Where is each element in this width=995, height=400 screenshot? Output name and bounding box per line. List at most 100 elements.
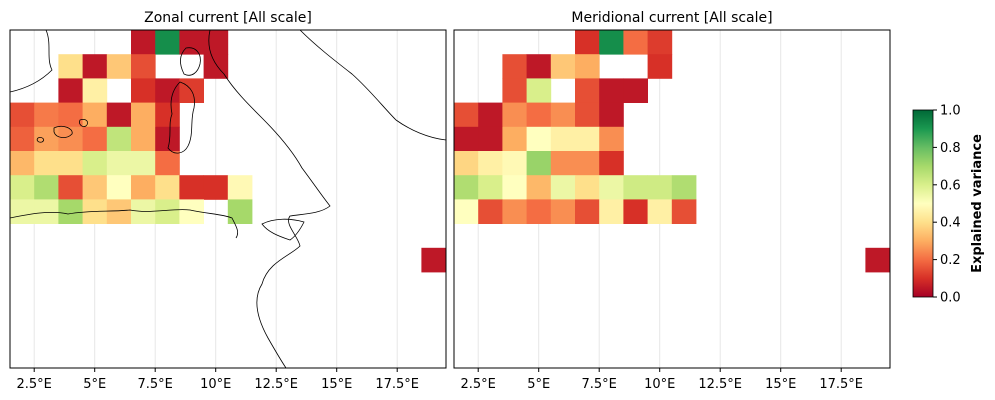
heatmap-cell [106, 199, 132, 224]
x-ticks-meridional: 2.5°E 5°E 7.5°E 10°E 12.5°E 15°E 17.5°E [461, 368, 863, 392]
heatmap-cell [502, 151, 527, 176]
heatmap-cell [550, 102, 576, 128]
heatmap-cell [58, 78, 83, 103]
heatmap-cell [155, 199, 180, 224]
heatmap-cell [599, 78, 624, 103]
heatmap-cell [10, 151, 35, 176]
heatmap-cell [550, 126, 576, 152]
heatmap-cell [623, 199, 648, 224]
colorbar-tick-label: 0.2 [940, 253, 961, 268]
heatmap-cell [131, 78, 156, 103]
heatmap-cell [10, 175, 35, 200]
heatmap-cell [526, 199, 552, 224]
colorbar: 0.0 0.2 0.4 0.6 0.8 1.0 Explained variance [912, 104, 985, 306]
heatmap-cell [599, 102, 624, 128]
heatmap-cell [623, 175, 648, 200]
heatmap-cell [82, 126, 108, 152]
heatmap-cell [478, 199, 503, 224]
axes-frame-zonal [9, 29, 447, 369]
x-tick-label: 17.5°E [375, 377, 419, 392]
heatmap-cell [58, 175, 83, 200]
heatmap-cell [58, 151, 83, 176]
heatmap-cell [155, 175, 180, 200]
colorbar-tick-label: 0.6 [940, 178, 961, 193]
colorbar-ticks: 0.0 0.2 0.4 0.6 0.8 1.0 [933, 104, 961, 306]
heatmap-cell [550, 54, 576, 79]
heatmap-cell [82, 54, 108, 79]
heatmap-cell [454, 175, 479, 200]
heatmap-cell [599, 175, 624, 200]
heatmap-cell [575, 102, 600, 128]
heatmap-cell [526, 54, 552, 79]
heatmap-cell [155, 78, 180, 103]
heatmap-cell [106, 54, 132, 79]
heatmap-cell [478, 102, 503, 128]
heatmap-cell [575, 199, 600, 224]
heatmap-cell [58, 126, 83, 152]
heatmap-cell [623, 30, 648, 55]
heatmap-cell [575, 78, 600, 103]
heatmap-cell [203, 30, 229, 55]
heatmap-cell [131, 30, 156, 55]
heatmap-cell [647, 30, 673, 55]
colorbar-gradient [912, 109, 934, 298]
heatmap-cell [550, 175, 576, 200]
coastline-spain [454, 30, 496, 92]
heatmap-cell [575, 175, 600, 200]
heatmap-cell [526, 126, 552, 152]
heatmap-cell [34, 102, 59, 128]
heatmap-cell [227, 175, 253, 200]
heatmap-cell [865, 247, 890, 273]
coastline-north-africa [10, 209, 239, 239]
heatmap-cell [478, 151, 503, 176]
heatmap-cell [82, 151, 108, 176]
heatmap-cell [106, 102, 132, 128]
coastline-italy-west [208, 30, 331, 368]
heatmap-cell [131, 151, 156, 176]
x-tick-label: 7.5°E [138, 377, 173, 392]
heatmap-cell [10, 102, 35, 128]
heatmap-cell [34, 199, 59, 224]
coastline-italy-east [299, 30, 446, 141]
heatmap-cell [502, 78, 527, 103]
x-tick-label: 15°E [321, 377, 352, 392]
heatmap-cell [502, 102, 527, 128]
panel-title-meridional: Meridional current [All scale] [571, 10, 772, 26]
colorbar-label: Explained variance [970, 134, 985, 273]
heatmap-cell [227, 199, 253, 224]
heatmap-cell [526, 175, 552, 200]
heatmap-cell [647, 54, 673, 79]
heatmap-cell [131, 175, 156, 200]
heatmap-cell [58, 102, 83, 128]
panel-meridional: Meridional current [All scale] 2.5°E 5°E 7… [453, 10, 891, 392]
heatmap-cell [34, 151, 59, 176]
heatmap-cell [131, 199, 156, 224]
coastline-sardinia [167, 81, 195, 154]
heatmap-cell [131, 102, 156, 128]
heatmap-cell [82, 175, 108, 200]
coastline-corsica [180, 47, 201, 76]
heatmap-cell [502, 199, 527, 224]
heatmap-cell [82, 78, 108, 103]
heatmap-cell [155, 151, 180, 176]
panel-title-zonal: Zonal current [All scale] [144, 10, 312, 26]
heatmap-cell [106, 151, 132, 176]
heatmap-cell [155, 102, 180, 128]
x-ticks-zonal: 2.5°E 5°E 7.5°E 10°E 12.5°E 15°E 17.5°E [17, 368, 419, 392]
x-tick-label: 17.5°E [819, 377, 863, 392]
panel-zonal: Zonal current [All scale] 2.5°E 5°E 7.5°E 1… [9, 10, 447, 392]
colorbar-tick-label: 0.8 [940, 141, 961, 156]
x-tick-label: 12.5°E [698, 377, 742, 392]
heatmap-cell [550, 199, 576, 224]
heatmap-cell [478, 126, 503, 152]
x-tick-label: 5°E [83, 377, 106, 392]
heatmap-cell [454, 199, 479, 224]
heatmap-cell [550, 151, 576, 176]
colorbar-tick-label: 1.0 [940, 104, 961, 119]
heatmap-cell [671, 175, 697, 200]
heatmap-cell [502, 175, 527, 200]
heatmap-cell [623, 78, 648, 103]
heatmap-cell [671, 199, 697, 224]
x-tick-label: 7.5°E [582, 377, 617, 392]
